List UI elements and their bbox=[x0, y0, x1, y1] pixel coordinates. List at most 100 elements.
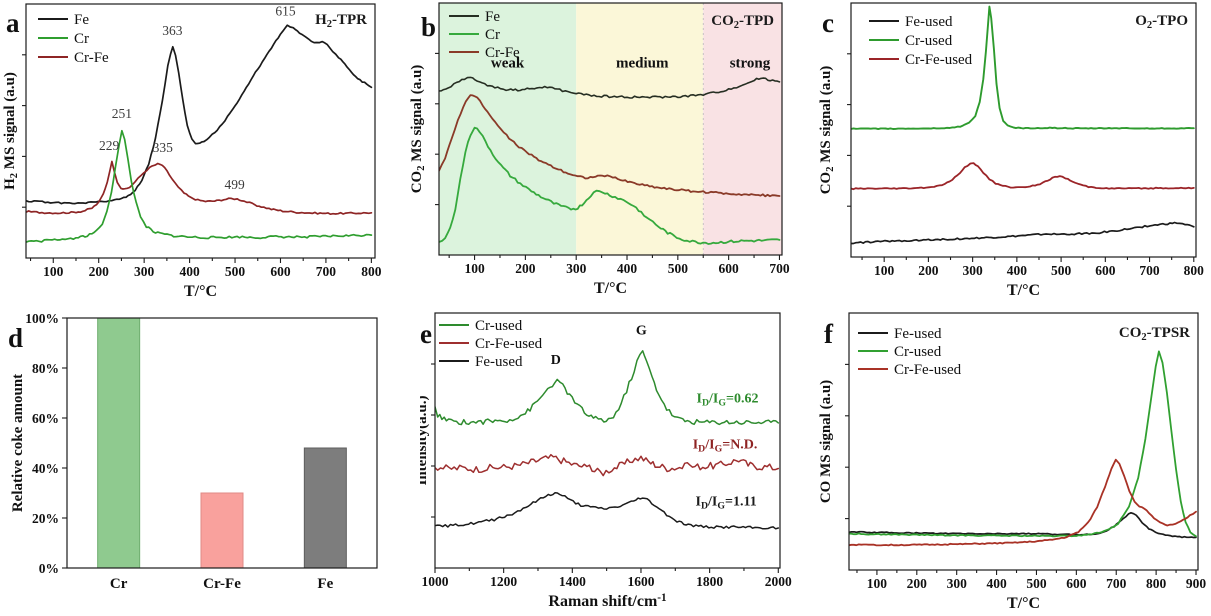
x-tick-label: 900 bbox=[1186, 576, 1207, 591]
x-tick-label: 100 bbox=[867, 576, 888, 591]
y-axis-label: CO2 MS signal (a.u) bbox=[409, 65, 427, 194]
y-axis-label: CO2 MS signal (a.u) bbox=[818, 66, 836, 195]
x-tick-label: 700 bbox=[1139, 263, 1160, 278]
series-Cr-used bbox=[851, 5, 1195, 131]
series-Fe-used bbox=[851, 221, 1195, 245]
category-label: Fe bbox=[317, 576, 333, 592]
panel-letter-b: b bbox=[421, 12, 436, 42]
x-axis-label: T/°C bbox=[594, 280, 627, 297]
series-group bbox=[851, 5, 1195, 245]
x-tick-label: 500 bbox=[1051, 263, 1072, 278]
series-Cr bbox=[439, 126, 781, 245]
x-tick-label: 600 bbox=[719, 261, 740, 276]
plot-box bbox=[850, 2, 1197, 258]
bar-Cr bbox=[97, 317, 141, 569]
legend-label: Cr-Fe-used bbox=[894, 362, 962, 378]
x-tick-label: 700 bbox=[1106, 576, 1127, 591]
region-medium bbox=[576, 3, 704, 255]
series-Cr-used bbox=[849, 350, 1197, 538]
annotation: 251 bbox=[112, 106, 132, 121]
annotation: 229 bbox=[99, 138, 120, 153]
legend-label: Cr-Fe-used bbox=[475, 336, 543, 352]
x-tick-label: 100 bbox=[464, 261, 485, 276]
plot-title: H2-TPR bbox=[315, 12, 367, 30]
legend-label: Cr bbox=[485, 27, 500, 43]
series-Cr-Fe-used bbox=[849, 458, 1197, 547]
x-tick-label: 700 bbox=[316, 264, 337, 279]
x-tick-label: 1400 bbox=[559, 574, 586, 589]
series-Fe-used bbox=[849, 511, 1197, 539]
panel-d-coke-bar-chart: d 0% 20% 40% 60% 80% 100% Cr Cr-Fe Fe Relative cok… bbox=[0, 305, 420, 616]
x-tick-label: 200 bbox=[907, 576, 928, 591]
x-tick-label: 100 bbox=[43, 264, 64, 279]
x-tick-label: 400 bbox=[1007, 263, 1028, 278]
x-tick-label: 400 bbox=[617, 261, 638, 276]
series-group bbox=[435, 350, 780, 530]
panel-letter-f: f bbox=[824, 319, 834, 349]
legend-label: Cr-used bbox=[894, 344, 942, 360]
y-axis-label: CO MS signal (a.u) bbox=[818, 380, 834, 503]
panel-b-co2-tpd: b 100 200 300 400 500 600 700 Fe Cr Cr-Fe CO2-TPD we… bbox=[405, 0, 810, 305]
panel-d-chart: d 0% 20% 40% 60% 80% 100% Cr Cr-Fe Fe Relative cok… bbox=[8, 311, 378, 592]
legend-label: Fe bbox=[74, 12, 89, 28]
annotation: 335 bbox=[153, 140, 174, 155]
series-Fe bbox=[439, 76, 781, 99]
legend: Fe Cr Cr-Fe bbox=[449, 9, 520, 61]
x-tick-label: 300 bbox=[566, 261, 587, 276]
x-tick-label: 300 bbox=[134, 264, 155, 279]
annotation: 363 bbox=[162, 23, 183, 38]
panel-a-chart: a 100 200 300 400 500 600 700 800 Fe Cr Cr-Fe H2-TPR… bbox=[2, 3, 382, 300]
panel-c-chart: c 100 200 300 400 500 600 700 800 Fe-used Cr-used C… bbox=[818, 2, 1204, 299]
series-group bbox=[26, 24, 373, 244]
y-axis-label: Intensity(a.u.) bbox=[420, 395, 430, 485]
x-tick-label: 600 bbox=[1066, 576, 1087, 591]
panel-b-chart: b 100 200 300 400 500 600 700 Fe Cr Cr-Fe CO2-TPD we… bbox=[409, 2, 790, 297]
y-tick-label: 100% bbox=[25, 311, 59, 326]
axis-ticks bbox=[431, 363, 779, 573]
y-tick-label: 80% bbox=[32, 361, 59, 376]
x-tick-label: 400 bbox=[986, 576, 1007, 591]
series-Cr bbox=[26, 129, 373, 244]
x-tick-label: 600 bbox=[270, 264, 291, 279]
x-tick-label: 800 bbox=[1146, 576, 1167, 591]
series-Fe bbox=[26, 24, 373, 205]
y-axis-label: H2 MS signal (a.u) bbox=[2, 72, 20, 190]
legend-label: Fe-used bbox=[894, 326, 942, 342]
x-axis-label: Raman shift/cm-1 bbox=[548, 592, 667, 610]
y-tick-label: 40% bbox=[32, 461, 59, 476]
axis-ticks bbox=[845, 363, 1197, 575]
x-tick-label: 500 bbox=[668, 261, 689, 276]
legend-label: Cr-used bbox=[905, 33, 953, 49]
legend-label: Fe-used bbox=[475, 354, 523, 370]
legend: Fe-used Cr-used Cr-Fe-used bbox=[858, 326, 962, 378]
legend-label: Cr-Fe bbox=[485, 45, 520, 61]
category-label: Cr-Fe bbox=[203, 576, 241, 592]
x-tick-label: 500 bbox=[225, 264, 246, 279]
y-tick-label: 60% bbox=[32, 411, 59, 426]
region-weak bbox=[439, 3, 577, 255]
series-Cr-used bbox=[435, 350, 780, 426]
legend: Fe-used Cr-used Cr-Fe-used bbox=[869, 14, 973, 68]
plot-title: CO2-TPD bbox=[711, 13, 774, 31]
x-tick-label: 1000 bbox=[422, 574, 449, 589]
series-Cr-Fe bbox=[439, 94, 781, 198]
panel-c-o2-tpo: c 100 200 300 400 500 600 700 800 Fe-used Cr-used C… bbox=[810, 0, 1211, 305]
series-Cr-Fe-used bbox=[851, 162, 1195, 191]
annotation: G bbox=[636, 324, 647, 339]
legend: Cr-used Cr-Fe-used Fe-used bbox=[439, 318, 543, 370]
x-tick-label: 1600 bbox=[627, 574, 654, 589]
x-axis-label: T/°C bbox=[1007, 282, 1040, 299]
panel-letter-c: c bbox=[822, 8, 834, 38]
panel-a-h2-tpr: a 100 200 300 400 500 600 700 800 Fe Cr Cr-Fe H2-TPR… bbox=[0, 0, 405, 305]
panel-f-chart: f 100 200 300 400 500 600 700 800 900 Fe-used Cr-us… bbox=[818, 312, 1207, 612]
bar-Fe bbox=[303, 447, 347, 569]
panel-letter-d: d bbox=[8, 323, 23, 353]
annotation: 615 bbox=[275, 3, 296, 18]
category-label: Cr bbox=[110, 576, 128, 592]
x-tick-label: 300 bbox=[947, 576, 968, 591]
series-Cr-Fe bbox=[26, 160, 373, 216]
x-tick-label: 200 bbox=[515, 261, 536, 276]
legend-label: Cr-used bbox=[475, 318, 523, 334]
plot-title: CO2-TPSR bbox=[1119, 325, 1190, 343]
